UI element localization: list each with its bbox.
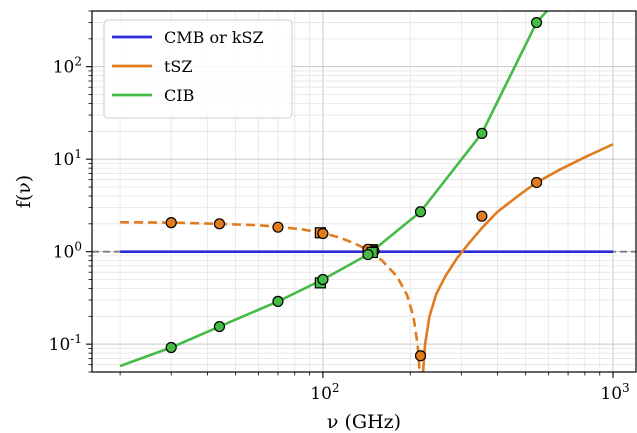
data-point-cib: [414, 206, 427, 218]
data-point-tsz: [165, 217, 177, 229]
data-point-cib: [476, 127, 488, 139]
legend: CMB or kSZ tSZ CIB: [103, 19, 293, 119]
series-line-cib: [119, 11, 549, 368]
legend-label-cmb-or-ksz: CMB or kSZ: [164, 28, 264, 47]
y-tick-label-exponent: 1: [74, 147, 82, 161]
data-point-cib: [362, 248, 374, 261]
x-tick-label: 103: [600, 381, 629, 404]
y-tick-label-exponent: 2: [74, 55, 82, 69]
y-tick-label: 100: [53, 240, 82, 263]
x-tick-label-exponent: 3: [622, 381, 630, 395]
data-point-cib: [213, 320, 226, 333]
data-point-cib: [165, 341, 177, 354]
data-point-cib: [530, 16, 543, 29]
y-tick-label: 102: [53, 55, 82, 78]
x-tick-label: 102: [310, 381, 339, 404]
y-tick-label-base: 10: [53, 58, 75, 78]
y-tick-label-base: 10: [53, 243, 75, 263]
plot-frame: [91, 10, 637, 373]
x-axis-label: ν (GHz): [327, 411, 401, 433]
data-point-cib: [317, 273, 329, 286]
x-tick-label-exponent: 2: [332, 381, 340, 395]
series-line-solid-tsz: [421, 143, 614, 372]
data-point-tsz: [272, 221, 284, 233]
y-tick-label: 10-1: [49, 332, 82, 355]
data-point-tsz: [317, 227, 329, 240]
data-point-tsz: [414, 350, 427, 362]
data-point-tsz: [476, 210, 488, 222]
y-tick-label-base: 10: [49, 335, 71, 355]
series-group: [119, 11, 614, 372]
y-tick-label: 101: [53, 147, 82, 170]
x-tick-label-base: 10: [600, 384, 622, 404]
y-tick-label-exponent: 0: [74, 240, 82, 254]
legend-label-cib: CIB: [164, 86, 194, 105]
legend-label-tsz: tSZ: [164, 57, 193, 76]
y-tick-label-exponent: -1: [70, 332, 82, 346]
data-point-tsz: [530, 176, 543, 189]
series-line-dashed-tsz: [120, 220, 421, 372]
data-point-tsz: [213, 218, 226, 230]
data-point-cib: [272, 295, 284, 307]
x-tick-label-base: 10: [310, 384, 332, 404]
legend-box: [103, 19, 293, 119]
y-tick-label-base: 10: [53, 150, 75, 170]
y-axis-label: f(ν): [13, 175, 35, 208]
